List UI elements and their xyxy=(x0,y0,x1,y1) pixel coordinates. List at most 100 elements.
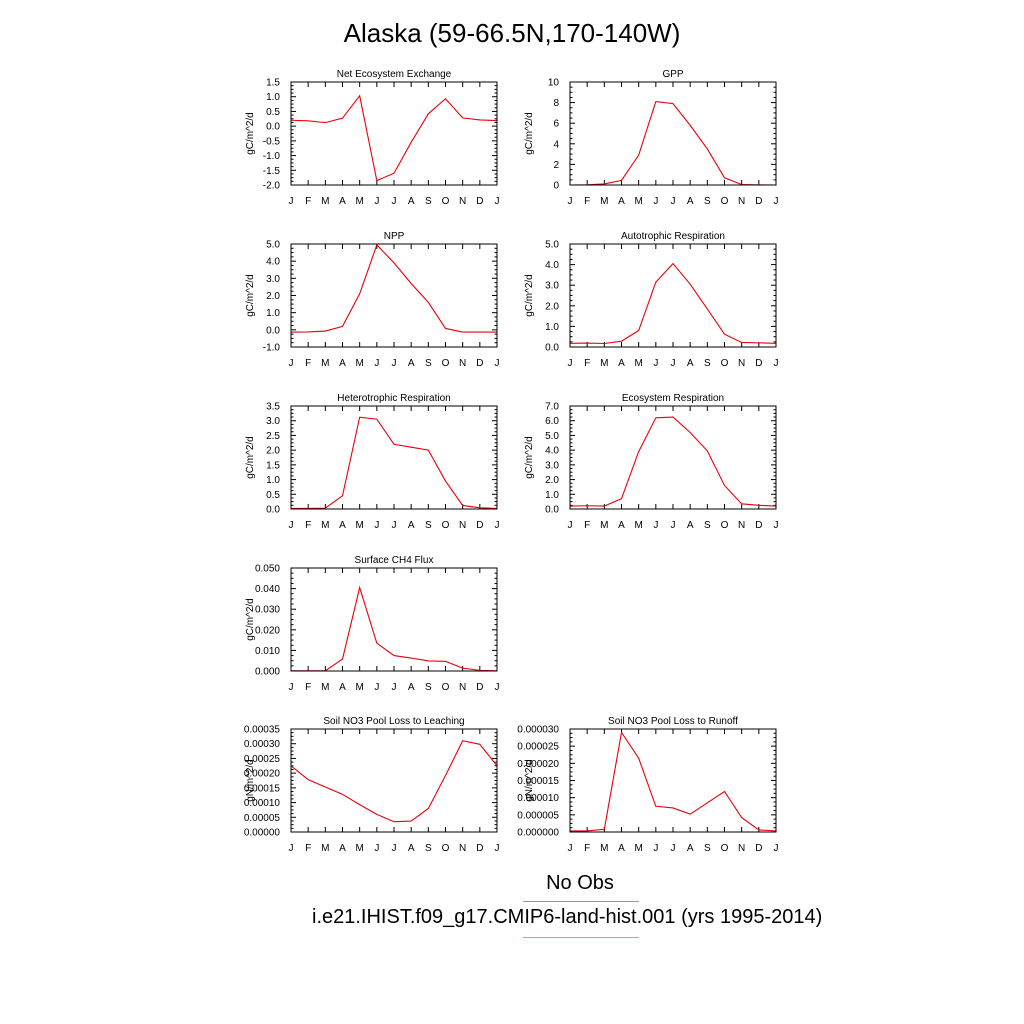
y-tick-label: 5.0 xyxy=(545,240,559,251)
x-tick-label: S xyxy=(425,358,432,369)
y-tick-label: 4.0 xyxy=(545,260,559,271)
plot-frame xyxy=(290,405,498,510)
x-tick-label: F xyxy=(305,196,311,207)
y-tick-label: 0.0 xyxy=(545,343,559,354)
x-tick-label: S xyxy=(425,843,432,854)
y-tick-label: 5.0 xyxy=(545,431,559,442)
x-tick-label: D xyxy=(755,520,762,531)
x-tick-label: M xyxy=(355,358,363,369)
plot-frame xyxy=(569,728,777,833)
x-tick-label: F xyxy=(584,358,590,369)
x-tick-label: J xyxy=(653,196,658,207)
x-tick-label: J xyxy=(289,196,294,207)
y-tick-label: 0.050 xyxy=(255,564,280,575)
y-tick-label: 4.0 xyxy=(266,257,280,268)
y-tick-label: 1.0 xyxy=(266,308,280,319)
x-tick-label: M xyxy=(600,843,608,854)
x-tick-label: O xyxy=(442,520,450,531)
y-tick-label: 0.000015 xyxy=(517,776,559,787)
x-tick-label: J xyxy=(374,358,379,369)
y-tick-label: 0.0 xyxy=(266,122,280,133)
y-axis-label: gC/m^2/d xyxy=(524,274,535,317)
x-tick-label: O xyxy=(442,196,450,207)
y-axis-label: gC/m^2/d xyxy=(245,598,256,641)
y-tick-label: 0.000005 xyxy=(517,810,559,821)
x-tick-label: J xyxy=(671,843,676,854)
x-tick-label: M xyxy=(634,520,642,531)
x-tick-label: J xyxy=(568,843,573,854)
y-tick-label: 0.040 xyxy=(255,584,280,595)
x-tick-label: A xyxy=(339,843,346,854)
chart-title: NPP xyxy=(384,231,405,242)
x-tick-label: J xyxy=(374,196,379,207)
x-tick-label: J xyxy=(392,358,397,369)
series-line xyxy=(291,585,498,672)
y-tick-label: -1.0 xyxy=(263,151,281,162)
series-line xyxy=(570,730,777,832)
y-tick-label: 4.0 xyxy=(545,446,559,457)
plot-frame xyxy=(290,567,498,672)
x-tick-label: A xyxy=(339,520,346,531)
x-tick-label: M xyxy=(355,682,363,693)
x-tick-label: O xyxy=(442,358,450,369)
x-tick-label: S xyxy=(425,520,432,531)
y-tick-label: 0.000 xyxy=(255,667,280,678)
x-tick-label: M xyxy=(600,196,608,207)
x-tick-label: J xyxy=(392,682,397,693)
series-line xyxy=(569,416,777,507)
x-tick-label: A xyxy=(618,358,625,369)
y-tick-label: 0.5 xyxy=(266,107,280,118)
x-tick-label: S xyxy=(704,196,711,207)
y-tick-label: 1.0 xyxy=(266,92,280,103)
x-tick-label: O xyxy=(721,196,729,207)
y-tick-label: 2.0 xyxy=(266,446,280,457)
series-line xyxy=(290,94,498,182)
x-tick-label: A xyxy=(408,520,415,531)
y-tick-label: 0.0 xyxy=(266,325,280,336)
plot-frame xyxy=(569,243,777,348)
y-tick-label: -0.5 xyxy=(263,136,281,147)
series-line xyxy=(290,243,497,333)
x-tick-label: M xyxy=(321,358,329,369)
x-tick-label: D xyxy=(476,196,483,207)
x-tick-label: D xyxy=(476,843,483,854)
y-tick-label: 2.0 xyxy=(545,475,559,486)
x-tick-label: N xyxy=(459,843,466,854)
y-tick-label: 0.00020 xyxy=(244,769,281,780)
chart-panel: Soil NO3 Pool Loss to LeachinggN/m^2/d0.… xyxy=(244,716,500,854)
y-tick-label: 5.0 xyxy=(266,240,280,251)
x-tick-label: O xyxy=(721,843,729,854)
y-tick-label: -2.0 xyxy=(263,181,281,192)
y-axis-label: gC/m^2/d xyxy=(524,436,535,479)
plot-frame xyxy=(290,81,498,186)
y-axis-label: gN/m^2/d xyxy=(524,759,535,802)
x-tick-label: J xyxy=(568,358,573,369)
series-line xyxy=(290,740,498,823)
x-tick-label: D xyxy=(755,196,762,207)
y-tick-label: 2.0 xyxy=(545,301,559,312)
x-tick-label: A xyxy=(408,682,415,693)
y-tick-label: 0.00005 xyxy=(244,813,281,824)
y-tick-label: 0 xyxy=(553,181,559,192)
y-tick-label: 3.5 xyxy=(266,402,280,413)
x-tick-label: M xyxy=(600,520,608,531)
y-tick-label: 0.00015 xyxy=(244,783,281,794)
x-tick-label: M xyxy=(600,358,608,369)
x-tick-label: A xyxy=(408,196,415,207)
x-tick-label: O xyxy=(721,520,729,531)
y-tick-label: 6.0 xyxy=(545,416,559,427)
chart-title: Ecosystem Respiration xyxy=(622,393,724,404)
chart-title: Net Ecosystem Exchange xyxy=(337,69,452,80)
x-tick-label: F xyxy=(305,520,311,531)
x-tick-label: O xyxy=(721,358,729,369)
x-tick-label: M xyxy=(321,682,329,693)
y-axis-label: gC/m^2/d xyxy=(245,274,256,317)
chart-panel: Surface CH4 Flux gC/m^2/d 0.000 0.010 0.020 0… xyxy=(245,555,500,693)
x-tick-label: J xyxy=(653,520,658,531)
y-tick-label: 0.00035 xyxy=(244,725,281,736)
plot-frame xyxy=(290,728,498,833)
x-tick-label: J xyxy=(392,843,397,854)
x-tick-label: A xyxy=(618,196,625,207)
